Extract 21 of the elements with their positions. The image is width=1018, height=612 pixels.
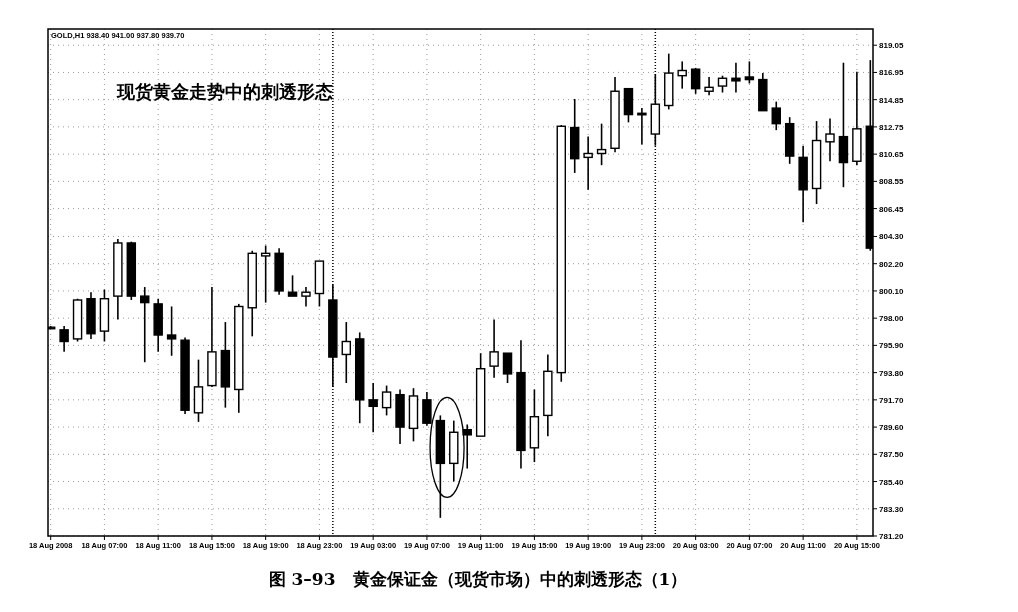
y-tick-label: 798.00 (879, 314, 905, 324)
y-tick-label: 787.50 (879, 450, 905, 460)
y-tick-label: 793.80 (879, 368, 905, 378)
y-tick-label: 781.20 (879, 532, 905, 541)
y-tick-label: 791.70 (879, 395, 905, 405)
y-tick-label: 804.30 (879, 232, 905, 242)
y-tick-label: 816.95 (879, 68, 905, 78)
y-tick-label: 808.55 (879, 177, 905, 187)
y-tick-label: 819.05 (879, 41, 905, 51)
y-tick-label: 802.20 (879, 259, 905, 269)
y-tick-label: 812.75 (879, 122, 905, 132)
text: 图 3–93 黄金保证金（现货市场）中的刺透形态（1） (268, 569, 688, 589)
y-tick-label: 785.40 (879, 477, 905, 487)
y-tick-label: 800.10 (879, 286, 905, 296)
y-tick-label: 806.45 (879, 204, 905, 214)
y-tick-label: 810.65 (879, 150, 905, 160)
y-tick-label: 789.60 (879, 423, 905, 433)
y-tick-label: 795.90 (879, 341, 905, 351)
y-tick-label: 814.85 (879, 95, 905, 105)
y-tick-label: 783.30 (879, 504, 905, 514)
annotation: 现货黄金走势中的刺透形态 (116, 81, 333, 102)
